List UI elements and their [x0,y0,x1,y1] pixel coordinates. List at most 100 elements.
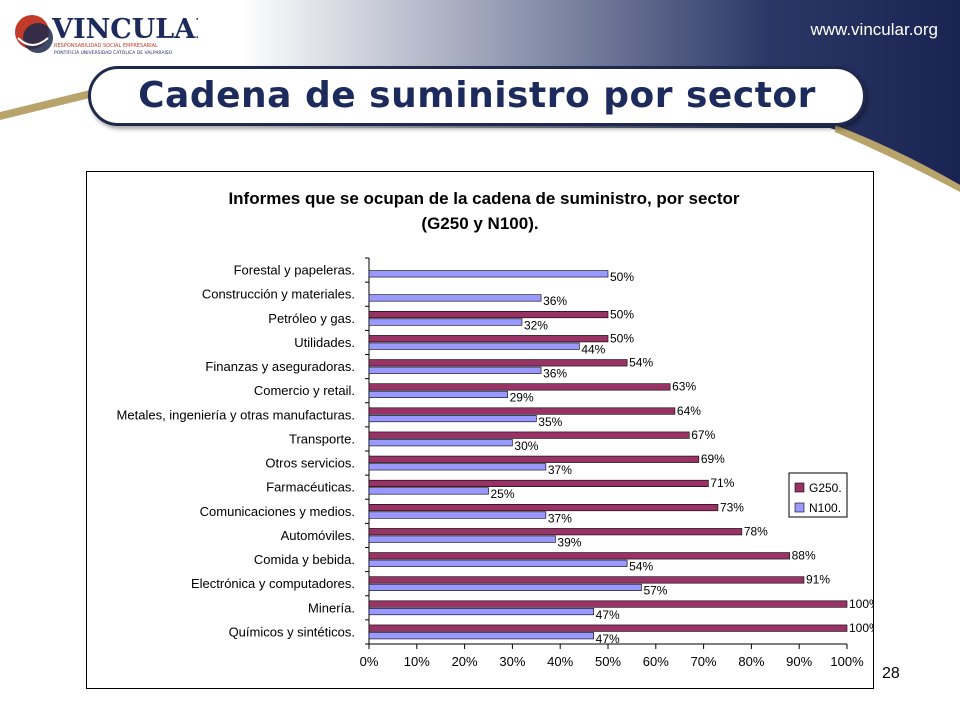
data-label-n100: 50% [610,270,634,284]
bar-g250 [368,311,609,319]
x-tick-label: 20% [452,654,478,669]
bar-g250 [368,528,743,536]
x-tick-label: 10% [404,654,430,669]
data-label-n100: 39% [557,535,581,549]
x-tick-label: 90% [786,654,812,669]
category-label: Comunicaciones y medios. [200,504,355,519]
data-label-g250: 54% [629,356,653,370]
data-label-g250: 63% [672,380,696,394]
data-label-g250: 73% [720,500,744,514]
data-label-g250: 100% [849,597,873,611]
bar-n100 [368,439,513,447]
x-tick-label: 0% [360,654,379,669]
data-label-n100: 47% [596,632,620,646]
data-label-n100: 32% [524,318,548,332]
bar-n100 [368,270,609,278]
category-label: Otros servicios. [265,456,355,471]
data-label-n100: 57% [643,584,667,598]
category-label: Forestal y papeleras. [234,263,355,278]
data-label-n100: 47% [596,608,620,622]
bar-n100 [368,415,537,423]
bar-g250 [368,552,790,560]
category-label: Utilidades. [294,335,355,350]
bar-n100 [368,559,628,567]
page-number: 28 [882,665,900,682]
data-label-g250: 67% [691,428,715,442]
data-label-n100: 44% [581,342,605,356]
bar-n100 [368,294,542,302]
bar-g250 [368,407,676,415]
data-label-n100: 29% [510,391,534,405]
x-tick-label: 100% [830,654,864,669]
x-tick-label: 70% [691,654,717,669]
bar-n100 [368,366,542,374]
category-label: Comida y bebida. [254,552,355,567]
chart-title-line2: (G250 y N100). [421,214,538,233]
bar-n100 [368,632,594,640]
site-url: www.vincular.org [810,20,938,39]
data-label-n100: 35% [538,415,562,429]
bar-g250 [368,624,848,632]
data-label-g250: 50% [610,307,634,321]
data-label-g250: 91% [806,573,830,587]
category-label: Electrónica y computadores. [191,576,355,591]
bar-chart: Informes que se ocupan de la cadena de s… [117,189,873,669]
chart-title-line1: Informes que se ocupan de la cadena de s… [228,189,739,208]
data-label-n100: 54% [629,560,653,574]
data-label-n100: 25% [491,487,515,501]
x-tick-label: 80% [738,654,764,669]
bar-n100 [368,487,489,495]
legend-label: N100. [809,501,841,515]
logo-subtitle: PONTIFICIA UNIVERSIDAD CATÓLICA DE VALPA… [54,49,173,56]
data-label-g250: 88% [792,549,816,563]
bar-n100 [368,463,547,471]
data-label-g250: 71% [710,476,734,490]
category-label: Transporte. [289,431,355,446]
bar-g250 [368,600,848,608]
bar-g250 [368,504,719,512]
data-label-n100: 36% [543,367,567,381]
title-banner: Cadena de suministro por sector [88,66,866,126]
page-title: Cadena de suministro por sector [138,75,816,116]
data-label-n100: 36% [543,294,567,308]
category-label: Químicos y sintéticos. [229,624,355,639]
x-tick-label: 30% [499,654,525,669]
data-label-g250: 69% [701,452,725,466]
bar-g250 [368,383,671,391]
bar-g250 [368,359,628,367]
x-tick-label: 50% [595,654,621,669]
data-label-g250: 64% [677,404,701,418]
category-label: Finanzas y aseguradoras. [205,359,355,374]
bar-n100 [368,608,594,616]
bar-n100 [368,390,508,398]
chart-container: Informes que se ocupan de la cadena de s… [86,171,874,689]
bar-n100 [368,535,556,543]
legend-swatch [794,482,805,493]
category-label: Farmacéuticas. [266,480,355,495]
legend-swatch [794,502,805,513]
category-label: Automóviles. [281,528,355,543]
bar-n100 [368,511,547,519]
category-label: Metales, ingeniería y otras manufacturas… [117,407,355,422]
bar-n100 [368,342,580,350]
category-label: Construcción y materiales. [202,287,355,302]
bar-g250 [368,431,690,439]
x-tick-label: 40% [547,654,573,669]
bar-n100 [368,583,642,591]
logo-tagline: RESPONSABILIDAD SOCIAL EMPRESARIAL [54,43,158,49]
category-label: Minería. [308,600,355,615]
bar-g250 [368,335,609,343]
data-label-n100: 37% [548,463,572,477]
bar-g250 [368,576,805,584]
bar-n100 [368,318,523,326]
bar-g250 [368,479,709,487]
data-label-g250: 50% [610,331,634,345]
data-label-g250: 100% [849,621,873,635]
category-label: Petróleo y gas. [268,311,355,326]
category-label: Comercio y retail. [254,383,355,398]
bar-g250 [368,455,700,463]
data-label-g250: 78% [744,524,768,538]
data-label-n100: 30% [514,439,538,453]
